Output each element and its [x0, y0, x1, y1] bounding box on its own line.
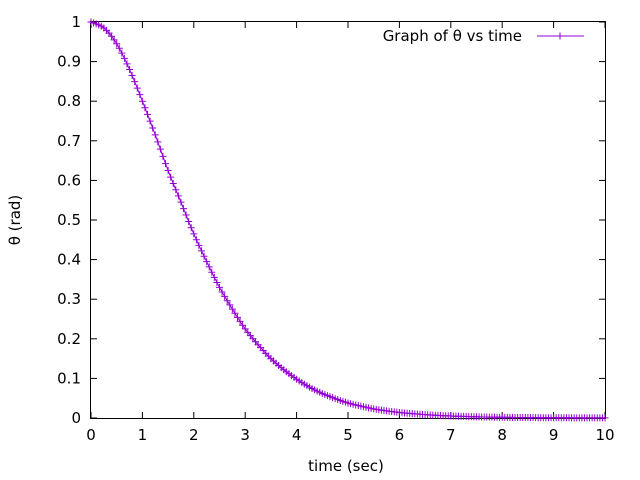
data-point-marker — [172, 186, 180, 194]
data-point-marker — [221, 292, 229, 300]
x-tick-label: 2 — [189, 426, 199, 444]
legend-marker — [556, 32, 564, 40]
data-point-marker — [187, 224, 195, 232]
data-point-marker — [198, 247, 206, 255]
y-tick-labels: 0 0.1 0.2 0.3 0.4 0.5 0.6 0.7 0.8 0.9 1 — [57, 13, 81, 427]
data-point-marker — [115, 44, 123, 52]
y-tick-label: 0 — [71, 409, 81, 427]
y-tick-label: 1 — [71, 13, 81, 31]
data-point-marker — [213, 278, 221, 286]
data-point-marker — [164, 167, 172, 174]
data-point-marker — [136, 91, 144, 99]
y-tick-label: 0.1 — [57, 369, 81, 387]
data-point-marker — [208, 268, 216, 276]
data-point-marker — [146, 117, 154, 125]
axis-ticks — [90, 21, 606, 419]
data-point-marker — [128, 71, 136, 79]
data-point-marker — [108, 32, 116, 40]
x-tick-label: 4 — [292, 426, 302, 444]
data-point-marker — [159, 152, 167, 160]
data-point-marker — [192, 236, 200, 244]
data-point-marker — [133, 84, 141, 92]
data-point-marker — [228, 305, 236, 313]
data-point-marker — [205, 263, 213, 271]
data-point-marker — [180, 205, 188, 213]
series-layer — [87, 18, 609, 422]
data-point-marker — [190, 230, 198, 238]
data-point-marker — [200, 252, 208, 260]
y-tick-label: 0.3 — [57, 290, 81, 308]
data-point-marker — [195, 241, 203, 249]
data-point-marker — [123, 60, 131, 68]
x-tick-label: 10 — [595, 426, 614, 444]
data-point-marker — [131, 78, 139, 86]
y-tick-label: 0.5 — [57, 211, 81, 229]
y-tick-label: 0.4 — [57, 251, 81, 269]
data-point-marker — [233, 313, 241, 321]
series-markers — [87, 18, 609, 422]
x-tick-label: 6 — [395, 426, 405, 444]
data-point-marker — [151, 131, 159, 139]
data-point-marker — [218, 288, 226, 296]
data-point-marker — [216, 283, 223, 291]
y-tick-label: 0.8 — [57, 92, 81, 110]
x-tick-label: 0 — [86, 426, 96, 444]
data-point-marker — [110, 36, 118, 44]
plot-frame — [90, 21, 606, 419]
legend: Graph of θ vs time — [383, 27, 584, 45]
x-tick-labels: 0 1 2 3 4 5 6 7 8 9 10 — [86, 426, 614, 444]
data-point-marker — [141, 104, 149, 112]
data-point-marker — [149, 124, 157, 132]
x-tick-label: 8 — [497, 426, 507, 444]
x-tick-label: 7 — [446, 426, 456, 444]
data-point-marker — [231, 309, 239, 317]
data-point-marker — [138, 97, 146, 105]
data-point-marker — [169, 179, 177, 187]
data-point-marker — [236, 317, 244, 325]
data-point-marker — [113, 40, 121, 48]
data-point-marker — [156, 145, 164, 153]
series-line — [90, 21, 606, 419]
data-point-marker — [126, 66, 134, 74]
data-point-marker — [223, 297, 231, 305]
data-point-marker — [162, 160, 170, 168]
data-point-marker — [182, 211, 190, 219]
x-axis-title: time (sec) — [308, 457, 384, 475]
data-point-marker — [120, 54, 128, 62]
data-point-marker — [226, 301, 234, 309]
data-point-marker — [174, 192, 182, 200]
y-tick-label: 0.2 — [57, 330, 81, 348]
x-tick-label: 5 — [343, 426, 353, 444]
data-point-marker — [601, 414, 609, 422]
data-point-marker — [203, 258, 211, 266]
data-point-marker — [118, 49, 126, 57]
x-tick-label: 3 — [240, 426, 250, 444]
y-tick-label: 0.9 — [57, 53, 81, 71]
data-point-marker — [144, 110, 152, 118]
x-tick-label: 1 — [138, 426, 148, 444]
y-axis-title: θ (rad) — [6, 195, 24, 246]
data-point-marker — [210, 273, 218, 281]
data-point-marker — [154, 138, 162, 146]
legend-label: Graph of θ vs time — [383, 27, 522, 45]
data-point-marker — [177, 198, 185, 206]
y-tick-label: 0.6 — [57, 171, 81, 189]
data-point-marker — [239, 321, 247, 329]
data-point-marker — [185, 217, 193, 225]
data-point-marker — [167, 173, 175, 181]
legend-marker-glyph — [556, 32, 564, 40]
x-tick-label: 9 — [549, 426, 559, 444]
y-tick-label: 0.7 — [57, 132, 81, 150]
